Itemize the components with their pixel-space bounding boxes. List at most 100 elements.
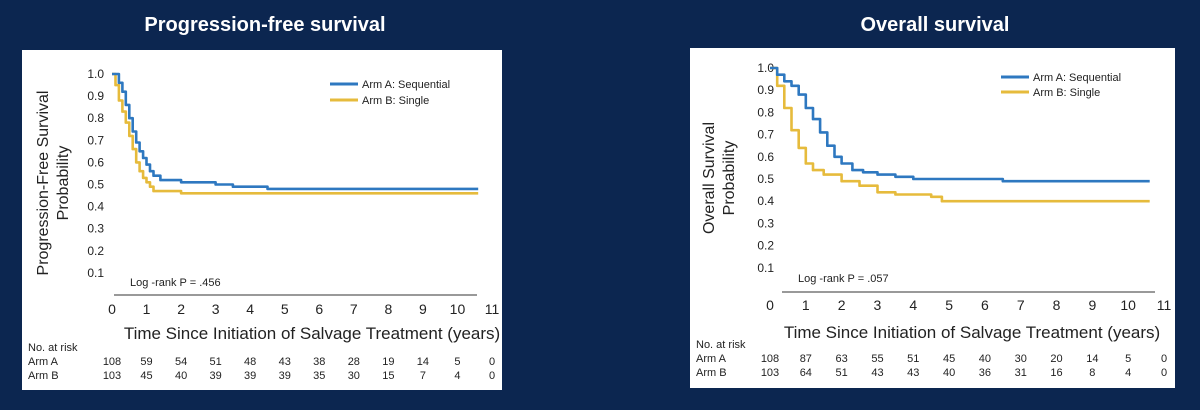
os-x-tick-label: 4 bbox=[909, 297, 917, 313]
os-risk-value-arm-a: 45 bbox=[943, 353, 955, 365]
os-risk-arm-a-label: Arm A bbox=[696, 353, 727, 365]
pfs-x-tick-label: 6 bbox=[315, 301, 323, 317]
os-x-tick-label: 9 bbox=[1088, 297, 1096, 313]
pfs-x-tick-label: 7 bbox=[350, 301, 358, 317]
os-risk-value-arm-a: 20 bbox=[1050, 353, 1062, 365]
os-y-tick-label: 0.9 bbox=[757, 83, 774, 97]
os-y-label-line1: Overall Survival bbox=[701, 122, 718, 234]
os-y-tick-label: 1.0 bbox=[757, 61, 774, 75]
os-x-tick-label: 1 bbox=[802, 297, 810, 313]
os-x-tick-label: 6 bbox=[981, 297, 989, 313]
os-risk-header: No. at risk bbox=[696, 339, 746, 351]
pfs-risk-value-arm-b: 39 bbox=[210, 370, 222, 382]
os-series-lines bbox=[770, 66, 1150, 203]
pfs-risk-value-arm-b: 103 bbox=[103, 370, 121, 382]
pfs-risk-value-arm-b: 0 bbox=[489, 370, 495, 382]
os-risk-value-arm-b: 103 bbox=[761, 367, 779, 379]
pfs-risk-value-arm-b: 15 bbox=[382, 370, 394, 382]
os-risk-value-arm-a: 63 bbox=[836, 353, 848, 365]
os-logrank-annotation: Log -rank P = .057 bbox=[798, 273, 889, 285]
pfs-x-tick-label: 4 bbox=[246, 301, 254, 317]
pfs-x-tick-label: 3 bbox=[212, 301, 220, 317]
os-risk-arm-b-label: Arm B bbox=[696, 367, 727, 379]
pfs-y-tick-label: 0.5 bbox=[87, 178, 104, 192]
os-risk-value-arm-a: 87 bbox=[800, 353, 812, 365]
pfs-y-label-line1: Progression-Free Survival bbox=[35, 91, 52, 276]
pfs-risk-arm-b-label: Arm B bbox=[28, 370, 59, 382]
os-x-tick-label: 8 bbox=[1053, 297, 1061, 313]
pfs-risk-value-arm-b: 4 bbox=[454, 370, 460, 382]
os-risk-value-arm-a: 5 bbox=[1125, 353, 1131, 365]
os-risk-value-arm-b: 4 bbox=[1125, 367, 1131, 379]
os-x-tick-label: 2 bbox=[838, 297, 846, 313]
os-y-tick-label: 0.2 bbox=[757, 239, 774, 253]
os-risk-value-arm-a: 30 bbox=[1015, 353, 1027, 365]
pfs-x-tick-label: 5 bbox=[281, 301, 289, 317]
os-x-tick-label: 5 bbox=[945, 297, 953, 313]
pfs-series-line-arm-a bbox=[112, 72, 479, 191]
os-x-tick-label: 10 bbox=[1120, 297, 1136, 313]
pfs-y-tick-label: 0.8 bbox=[87, 111, 104, 125]
pfs-y-tick-label: 0.6 bbox=[87, 155, 104, 169]
pfs-series-lines bbox=[112, 72, 479, 195]
pfs-y-tick-label: 0.2 bbox=[87, 244, 104, 258]
pfs-x-tick-label: 2 bbox=[177, 301, 185, 317]
os-risk-value-arm-a: 108 bbox=[761, 353, 779, 365]
os-risk-value-arm-a: 14 bbox=[1086, 353, 1098, 365]
os-risk-value-arm-b: 8 bbox=[1089, 367, 1095, 379]
pfs-risk-value-arm-a: 108 bbox=[103, 356, 121, 368]
pfs-risk-arm-a-label: Arm A bbox=[28, 356, 59, 368]
pfs-risk-value-arm-a: 14 bbox=[417, 356, 429, 368]
pfs-y-tick-label: 0.3 bbox=[87, 222, 104, 236]
pfs-x-tick-label: 1 bbox=[143, 301, 151, 317]
pfs-risk-value-arm-b: 7 bbox=[420, 370, 426, 382]
pfs-risk-value-arm-a: 48 bbox=[244, 356, 256, 368]
pfs-risk-value-arm-b: 39 bbox=[279, 370, 291, 382]
os-y-tick-label: 0.3 bbox=[757, 216, 774, 230]
os-y-ticks: 0.1 0.2 0.3 0.4 0.5 0.6 0.7 0.8 0.9 1.0 bbox=[757, 61, 774, 275]
os-x-tick-label: 3 bbox=[874, 297, 882, 313]
os-y-tick-label: 0.7 bbox=[757, 128, 774, 142]
pfs-legend-label-a: Arm A: Sequential bbox=[362, 79, 450, 91]
os-risk-value-arm-b: 64 bbox=[800, 367, 812, 379]
os-legend-label-b: Arm B: Single bbox=[1033, 87, 1100, 99]
pfs-x-tick-label: 10 bbox=[450, 301, 466, 317]
pfs-risk-value-arm-b: 45 bbox=[140, 370, 152, 382]
pfs-x-ticks: 0 1 2 3 4 5 6 7 8 9 10 11 bbox=[108, 301, 499, 317]
os-risk-value-arm-b: 16 bbox=[1050, 367, 1062, 379]
pfs-series-line-arm-b bbox=[112, 72, 479, 195]
os-y-tick-label: 0.5 bbox=[757, 172, 774, 186]
pfs-risk-value-arm-b: 39 bbox=[244, 370, 256, 382]
os-risk-value-arm-a: 55 bbox=[871, 353, 883, 365]
os-x-ticks: 0 1 2 3 4 5 6 7 8 9 10 11 bbox=[766, 297, 1171, 313]
os-y-tick-label: 0.4 bbox=[757, 194, 774, 208]
os-x-tick-label: 7 bbox=[1017, 297, 1025, 313]
os-legend-label-a: Arm A: Sequential bbox=[1033, 72, 1121, 84]
pfs-y-tick-label: 0.1 bbox=[87, 266, 104, 280]
pfs-logrank-annotation: Log -rank P = .456 bbox=[130, 277, 221, 289]
pfs-risk-value-arm-a: 28 bbox=[348, 356, 360, 368]
pfs-risk-value-arm-a: 0 bbox=[489, 356, 495, 368]
pfs-y-tick-label: 1.0 bbox=[87, 67, 104, 81]
pfs-y-ticks: 0.1 0.2 0.3 0.4 0.5 0.6 0.7 0.8 0.9 1.0 bbox=[87, 67, 104, 280]
os-risk-value-arm-b: 0 bbox=[1161, 367, 1167, 379]
pfs-risk-value-arm-a: 38 bbox=[313, 356, 325, 368]
pfs-legend-label-b: Arm B: Single bbox=[362, 95, 429, 107]
pfs-risk-value-arm-a: 54 bbox=[175, 356, 187, 368]
pfs-risk-header: No. at risk bbox=[28, 342, 78, 354]
os-risk-value-arm-b: 43 bbox=[871, 367, 883, 379]
pfs-risk-value-arm-a: 59 bbox=[140, 356, 152, 368]
pfs-risk-value-arm-b: 35 bbox=[313, 370, 325, 382]
pfs-risk-value-arm-a: 5 bbox=[454, 356, 460, 368]
pfs-x-tick-label: 8 bbox=[384, 301, 392, 317]
pfs-x-label: Time Since Initiation of Salvage Treatme… bbox=[124, 324, 500, 343]
os-risk-value-arm-a: 40 bbox=[979, 353, 991, 365]
pfs-y-tick-label: 0.9 bbox=[87, 89, 104, 103]
os-risk-value-arm-b: 36 bbox=[979, 367, 991, 379]
